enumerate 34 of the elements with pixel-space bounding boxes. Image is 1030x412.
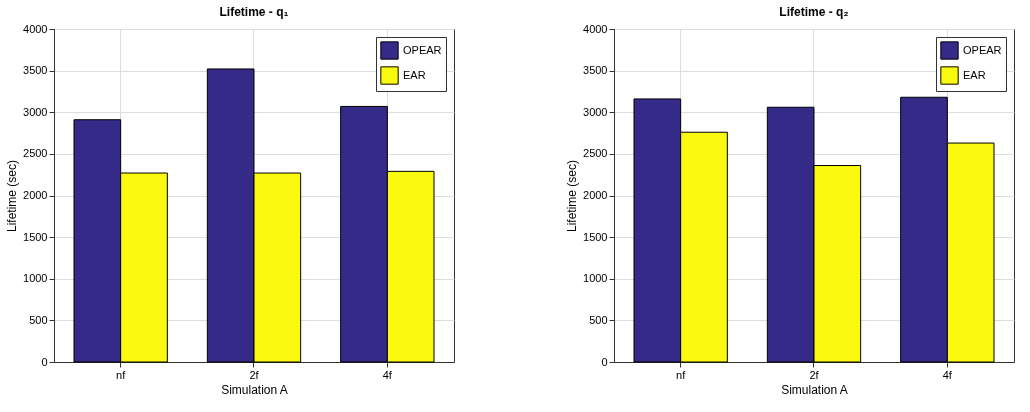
y-axis-title: Lifetime (sec) [565,159,580,233]
x-tick-label: nf [676,368,687,381]
y-tick-label: 500 [589,313,608,326]
y-tick-label: 3000 [23,105,48,118]
y-axis-title: Lifetime (sec) [5,159,20,233]
x-tick-label: 2f [249,368,260,381]
y-tick-label: 0 [41,355,48,368]
chart-title: Lifetime - q₁ [219,5,289,19]
x-tick-label: 4f [942,368,953,381]
y-tick-label: 500 [29,313,48,326]
y-tick-label: 2000 [23,189,48,201]
x-tick-label: nf [116,368,127,381]
y-tick-label: 1500 [23,230,48,243]
legend-label: EAR [403,68,426,81]
legend-label: EAR [963,68,986,81]
y-tick-label: 3500 [583,64,608,77]
y-tick-label: 4000 [583,22,608,35]
y-tick-label: 1000 [23,272,48,285]
y-tick-label: 1000 [583,272,608,285]
legend-label: OPEAR [963,43,1002,56]
y-tick-label: 1500 [583,230,608,243]
y-tick-label: 4000 [23,22,48,35]
y-tick-label: 3500 [23,64,48,77]
x-tick-label: 4f [382,368,393,381]
y-tick-label: 3000 [583,105,608,118]
y-tick-label: 0 [601,355,608,368]
y-tick-label: 2500 [23,147,48,160]
x-axis-title: Simulation A [221,382,288,397]
chart-title: Lifetime - q₂ [779,5,849,19]
x-axis-title: Simulation A [781,382,848,397]
x-tick-label: 2f [809,368,820,381]
y-tick-label: 2500 [583,147,608,160]
legend-label: OPEAR [403,43,442,56]
y-tick-label: 2000 [583,189,608,201]
